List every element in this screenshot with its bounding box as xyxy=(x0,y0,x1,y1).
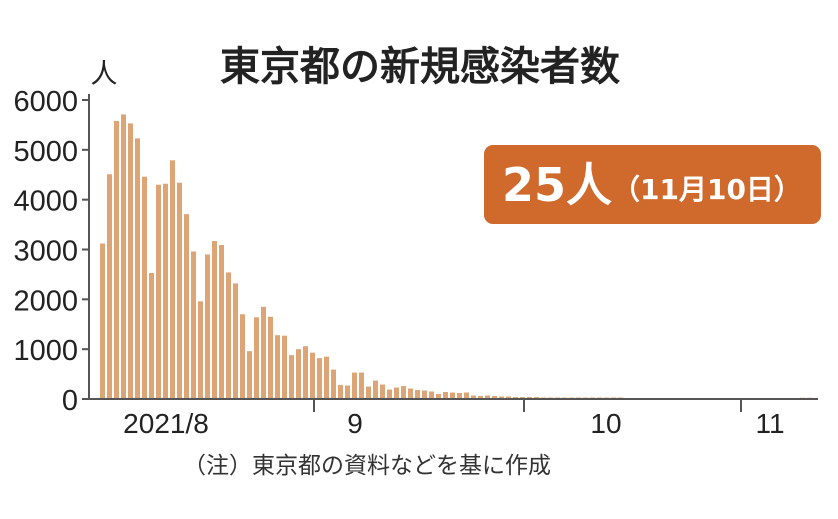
bar xyxy=(114,120,119,400)
badge-background xyxy=(484,145,821,224)
bar xyxy=(296,349,301,399)
bar xyxy=(303,346,308,399)
bar xyxy=(184,214,189,399)
x-tick-label: 11 xyxy=(755,408,784,439)
bar xyxy=(492,396,497,399)
bar xyxy=(135,138,140,399)
bar xyxy=(268,316,273,399)
bar xyxy=(226,272,231,399)
y-tick-label: 6000 xyxy=(13,86,78,118)
bar xyxy=(352,372,357,399)
bar xyxy=(359,372,364,399)
bar xyxy=(156,184,161,399)
bar xyxy=(506,396,511,399)
source-note: （注）東京都の資料などを基に作成 xyxy=(183,453,551,479)
y-axis: 0 1000 2000 3000 4000 5000 6000 xyxy=(13,86,90,417)
bar xyxy=(128,123,133,400)
bar xyxy=(457,393,462,399)
bar xyxy=(282,335,287,399)
bar xyxy=(240,314,245,399)
bar xyxy=(121,114,126,399)
bar xyxy=(387,389,392,399)
bar xyxy=(107,174,112,399)
bar xyxy=(289,355,294,399)
bar xyxy=(191,251,196,399)
bar xyxy=(254,317,259,399)
bar xyxy=(163,183,168,399)
bar xyxy=(436,394,441,399)
bar xyxy=(317,358,322,399)
y-tick-label: 3000 xyxy=(13,236,78,268)
bar xyxy=(345,385,350,399)
bar xyxy=(450,392,455,399)
bar xyxy=(471,395,476,399)
bar xyxy=(247,351,252,399)
bar xyxy=(233,283,238,399)
bar xyxy=(464,392,469,399)
bar xyxy=(170,160,175,399)
bar xyxy=(212,241,217,399)
y-tick-label: 5000 xyxy=(13,136,78,168)
bar xyxy=(198,301,203,399)
bar xyxy=(149,272,154,399)
bar xyxy=(499,396,504,399)
bar xyxy=(408,388,413,399)
bar xyxy=(415,390,420,399)
x-tick-label: 2021/8 xyxy=(123,408,209,439)
bar xyxy=(205,254,210,399)
bar xyxy=(429,391,434,399)
bar xyxy=(443,392,448,399)
badge-date: （11月10日） xyxy=(612,173,802,206)
badge-value: 25人 xyxy=(502,158,612,212)
bar xyxy=(142,176,147,399)
bar xyxy=(310,352,315,399)
bar xyxy=(380,384,385,399)
bar xyxy=(261,306,266,399)
bar xyxy=(394,387,399,399)
chart-title: 東京都の新規感染者数 xyxy=(220,44,620,90)
bar xyxy=(338,385,343,399)
y-tick-label: 2000 xyxy=(13,285,78,317)
x-tick-label: 9 xyxy=(347,408,363,439)
bar xyxy=(422,390,427,399)
bar xyxy=(100,243,105,399)
bar xyxy=(401,386,406,399)
bar xyxy=(275,335,280,399)
y-tick-label: 4000 xyxy=(13,186,78,218)
bar-series xyxy=(100,114,812,400)
bar xyxy=(373,380,378,399)
bar xyxy=(219,245,224,399)
y-unit-label: 人 xyxy=(91,59,118,89)
x-axis: 2021/8 9 10 11 xyxy=(123,399,785,439)
bar xyxy=(478,396,483,399)
highlight-badge: 25人 （11月10日） xyxy=(484,145,821,224)
bar xyxy=(366,386,371,399)
bar xyxy=(177,182,182,399)
bar xyxy=(331,369,336,399)
y-tick-label: 0 xyxy=(62,385,78,417)
y-tick-label: 1000 xyxy=(13,335,78,367)
bar xyxy=(485,395,490,399)
x-tick-label: 10 xyxy=(590,408,621,439)
bar xyxy=(324,356,329,399)
